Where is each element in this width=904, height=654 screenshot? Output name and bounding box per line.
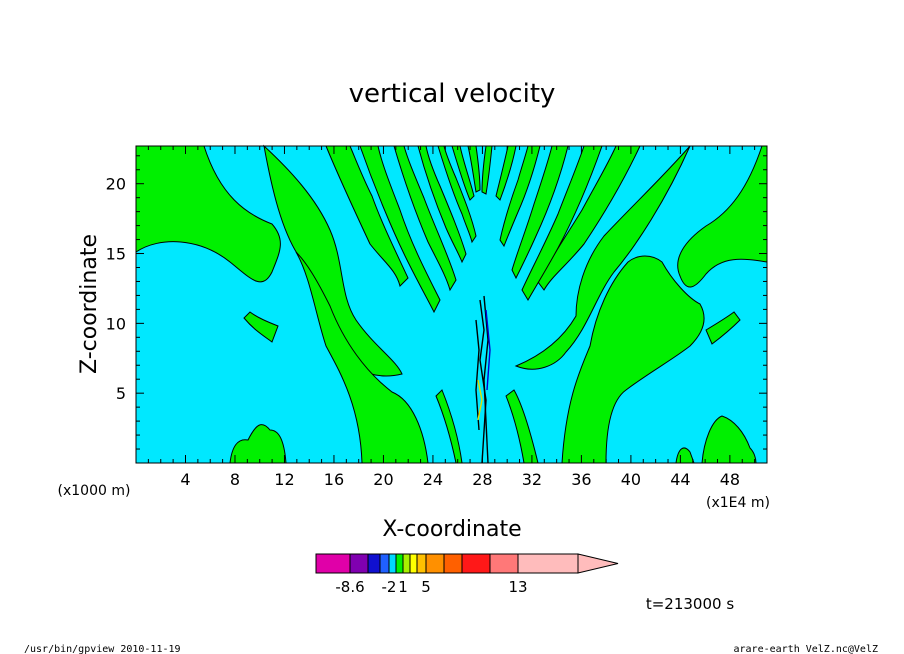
contour-field-7 bbox=[417, 145, 467, 264]
colorbar-tick-labels: -8.6 -2 1 5 13 bbox=[335, 578, 527, 596]
colorbar-segment bbox=[461, 553, 491, 574]
colorbar-segment bbox=[349, 553, 369, 574]
contour-field-0 bbox=[135, 145, 281, 283]
x-tick-label: 12 bbox=[274, 470, 294, 489]
contour-fields bbox=[135, 144, 768, 464]
time-label: t=213000 s bbox=[646, 595, 734, 613]
contour-field-3 bbox=[243, 311, 279, 343]
colorbar bbox=[315, 553, 619, 574]
colorbar-tick-label: 13 bbox=[508, 578, 527, 596]
colorbar-segment bbox=[315, 553, 351, 574]
x-tick-label: 40 bbox=[621, 470, 641, 489]
footer-left: /usr/bin/gpview 2010-11-19 bbox=[24, 644, 181, 654]
contour-field-10 bbox=[467, 145, 481, 193]
colorbar-segment bbox=[409, 553, 418, 574]
colorbar-segment bbox=[367, 553, 381, 574]
plot-area bbox=[135, 144, 768, 464]
colorbar-tick-label: 5 bbox=[421, 578, 431, 596]
contour-field-20 bbox=[495, 145, 517, 201]
x-tick-label: 48 bbox=[720, 470, 740, 489]
y-tick-label: 20 bbox=[106, 175, 126, 194]
plot-frame bbox=[135, 145, 768, 464]
colorbar-segment bbox=[395, 553, 404, 574]
x-tick-label: 36 bbox=[571, 470, 591, 489]
contour-field-9 bbox=[451, 145, 475, 201]
footer-right: arare-earth_VelZ.nc@VelZ bbox=[734, 644, 879, 654]
y-tick-label: 10 bbox=[106, 314, 126, 333]
colorbar-arrow bbox=[577, 553, 619, 574]
contour-field-25 bbox=[701, 415, 757, 464]
core-contour-0 bbox=[479, 299, 487, 464]
x-tick-label: 20 bbox=[373, 470, 393, 489]
y-axis-label: Z-coordinate bbox=[77, 234, 102, 374]
contour-field-14 bbox=[561, 255, 705, 464]
y-unit-label: (x1000 m) bbox=[58, 483, 131, 499]
core-contour-1 bbox=[483, 295, 489, 464]
x-axis-label: X-coordinate bbox=[382, 517, 521, 542]
core-contour-3 bbox=[485, 309, 491, 391]
contour-field-23 bbox=[229, 424, 287, 464]
colorbar-segment bbox=[489, 553, 519, 574]
contour-field-17 bbox=[521, 145, 603, 301]
contour-field-6 bbox=[393, 145, 457, 292]
colorbar-tick-label: -2 bbox=[382, 578, 397, 596]
colorbar-segment bbox=[379, 553, 390, 574]
x-tick-label: 44 bbox=[670, 470, 690, 489]
colorbar-segment bbox=[402, 553, 411, 574]
contour-field-21 bbox=[481, 145, 493, 195]
y-tick-label: 15 bbox=[106, 245, 126, 264]
contour-field-15 bbox=[705, 311, 741, 345]
x-axis-ticks: 4 8 12 16 20 24 28 32 36 40 44 48 bbox=[147, 146, 756, 489]
x-tick-label: 16 bbox=[324, 470, 344, 489]
contour-field-18 bbox=[511, 145, 569, 280]
chart-title: vertical velocity bbox=[349, 79, 556, 109]
colorbar-segment bbox=[443, 553, 463, 574]
colorbar-segment bbox=[517, 553, 579, 574]
contour-field-5 bbox=[359, 145, 441, 314]
contour-field-19 bbox=[499, 145, 541, 248]
contour-field-4 bbox=[325, 145, 409, 287]
core-contour-4 bbox=[477, 379, 483, 421]
contour-field-2 bbox=[295, 251, 429, 464]
x-tick-label: 24 bbox=[423, 470, 443, 489]
core-contour-2 bbox=[475, 319, 480, 431]
colorbar-segment bbox=[425, 553, 445, 574]
x-unit-label: (x1E4 m) bbox=[706, 495, 770, 511]
x-tick-label: 4 bbox=[180, 470, 190, 489]
y-tick-label: 5 bbox=[116, 384, 126, 403]
x-tick-label: 8 bbox=[230, 470, 240, 489]
x-tick-label: 28 bbox=[472, 470, 492, 489]
contour-field-12 bbox=[677, 145, 768, 288]
colorbar-segment bbox=[388, 553, 397, 574]
contour-field-13 bbox=[514, 145, 691, 370]
contour-field-8 bbox=[437, 145, 477, 244]
x-tick-label: 32 bbox=[522, 470, 542, 489]
colorbar-tick-label: -8.6 bbox=[335, 578, 364, 596]
contour-field-22 bbox=[505, 389, 539, 464]
colorbar-tick-label: 1 bbox=[398, 578, 408, 596]
colorbar-segment bbox=[416, 553, 427, 574]
y-axis-ticks: 5 10 15 20 bbox=[106, 155, 767, 450]
